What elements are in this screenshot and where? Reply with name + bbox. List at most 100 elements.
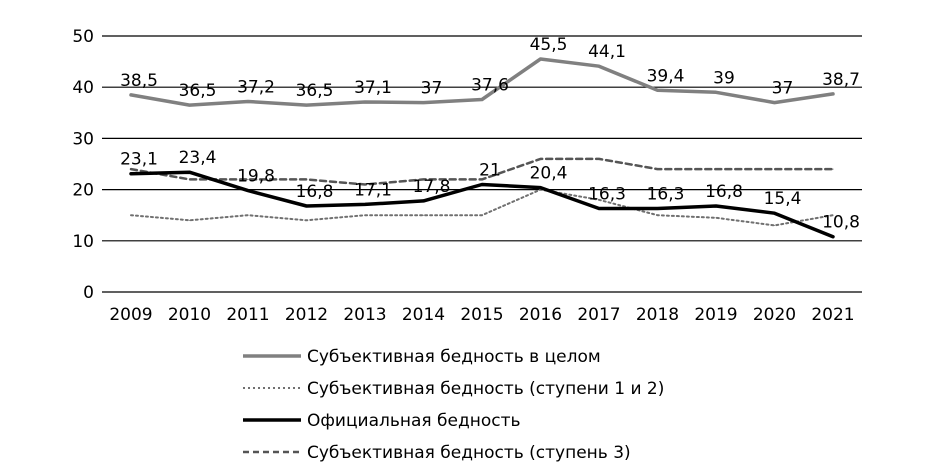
series-1-point xyxy=(364,214,366,216)
x-tick-label: 2012 xyxy=(285,305,328,325)
series-0-point xyxy=(189,104,190,106)
series-3-point xyxy=(364,183,366,185)
series-0-point xyxy=(540,58,541,60)
series-0-point xyxy=(598,65,600,67)
series-2-point xyxy=(247,190,249,192)
data-label: 10,8 xyxy=(822,213,860,233)
data-label: 16,3 xyxy=(647,185,685,205)
legend-label: Официальная бедность xyxy=(307,411,521,431)
series-1-point xyxy=(598,199,600,201)
series-2-point xyxy=(481,183,483,185)
series-2-point xyxy=(423,200,424,202)
series-3-point xyxy=(540,158,541,160)
series-2-point xyxy=(832,236,834,238)
x-tick-label: 2017 xyxy=(577,305,620,325)
series-1-point xyxy=(715,217,717,219)
series-0-point xyxy=(715,91,717,93)
series-1-point xyxy=(189,219,190,221)
series-2-point xyxy=(130,173,132,175)
data-labels: 38,5 36,5 37,2 36,5 37,1 37 37,6 45,5 44,1 39,4 39… xyxy=(120,35,860,233)
legend-label: Субъективная бедность (ступени 1 и 2) xyxy=(307,379,664,399)
data-label: 37,2 xyxy=(237,78,275,98)
series-3-point xyxy=(657,168,658,170)
series-3-point xyxy=(715,168,717,170)
x-tick-label: 2020 xyxy=(753,305,796,325)
series-0-point xyxy=(832,93,834,95)
series-2-point xyxy=(540,187,541,189)
series-0-point xyxy=(130,94,132,96)
x-tick-label: 2019 xyxy=(694,305,737,325)
series-0-point xyxy=(481,98,483,100)
grid-lines xyxy=(102,35,862,293)
series-2-point xyxy=(364,203,366,205)
data-label: 39 xyxy=(713,68,735,88)
data-label: 17,1 xyxy=(354,180,392,200)
y-tick-label: 40 xyxy=(72,78,94,98)
series-3-point xyxy=(832,168,834,170)
data-label: 45,5 xyxy=(530,35,568,55)
data-label: 39,4 xyxy=(647,66,685,86)
series-0-point xyxy=(306,104,307,106)
series-1-point xyxy=(306,219,307,221)
series-lines xyxy=(129,57,835,239)
series-1-point xyxy=(423,214,424,216)
x-tick-label: 2021 xyxy=(811,305,854,325)
data-label: 38,7 xyxy=(822,70,860,90)
series-2-point xyxy=(715,205,717,207)
series-0-point xyxy=(364,101,366,103)
x-tick-label: 2010 xyxy=(168,305,211,325)
legend: Субъективная бедность в целом Субъективна… xyxy=(243,347,664,463)
data-label: 44,1 xyxy=(588,42,626,62)
x-tick-label: 2014 xyxy=(402,305,445,325)
legend-label: Субъективная бедность в целом xyxy=(307,347,601,367)
series-1-point xyxy=(481,214,483,216)
data-label: 37 xyxy=(772,79,794,99)
series-3-point xyxy=(130,168,132,170)
series-2-point xyxy=(598,208,600,210)
y-axis-ticks: 0 10 20 30 40 50 xyxy=(72,27,94,303)
data-label: 37,1 xyxy=(354,78,392,98)
x-axis-ticks: 2009 2010 2011 2012 2013 2014 2015 2016 2017 2018… xyxy=(109,305,854,325)
series-3-point xyxy=(774,168,775,170)
series-3-point xyxy=(247,178,249,180)
data-label: 16,8 xyxy=(705,182,743,202)
data-label: 16,8 xyxy=(296,182,334,202)
data-label: 21 xyxy=(479,160,501,180)
x-tick-label: 2011 xyxy=(226,305,269,325)
series-0-point xyxy=(247,101,249,103)
series-2-point xyxy=(774,212,775,214)
legend-label: Субъективная бедность (ступень 3) xyxy=(307,443,631,463)
series-2-point xyxy=(306,205,307,207)
series-2-point xyxy=(189,171,190,173)
series-1-point xyxy=(130,214,132,216)
series-0-point xyxy=(774,102,775,104)
data-label: 37,6 xyxy=(471,75,509,95)
data-label: 23,4 xyxy=(179,148,217,168)
series-3-point xyxy=(306,178,307,180)
series-1-point xyxy=(832,214,834,216)
series-3-point xyxy=(423,178,424,180)
data-label: 38,5 xyxy=(120,71,158,91)
data-label: 23,1 xyxy=(120,150,158,170)
series-0-point xyxy=(657,89,658,91)
data-label: 17,8 xyxy=(413,177,451,197)
series-1-point xyxy=(247,214,249,216)
data-label: 20,4 xyxy=(530,164,568,184)
data-label: 15,4 xyxy=(764,189,802,209)
data-label: 19,8 xyxy=(237,167,275,187)
y-tick-label: 20 xyxy=(72,181,94,201)
data-label: 36,5 xyxy=(179,81,217,101)
series-3-point xyxy=(598,158,600,160)
series-1-point xyxy=(774,224,775,226)
data-label: 36,5 xyxy=(296,81,334,101)
y-tick-label: 50 xyxy=(72,27,94,47)
x-tick-label: 2009 xyxy=(109,305,152,325)
series-2-point xyxy=(657,208,658,210)
series-0-point xyxy=(423,102,424,104)
series-1-point xyxy=(657,214,658,216)
y-tick-label: 30 xyxy=(72,129,94,149)
y-tick-label: 0 xyxy=(83,283,94,303)
data-label: 16,3 xyxy=(588,185,626,205)
series-3-point xyxy=(481,178,483,180)
